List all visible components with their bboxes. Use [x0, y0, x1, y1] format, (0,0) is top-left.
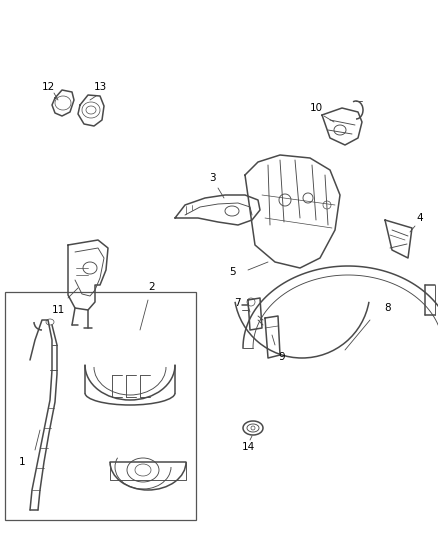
Text: 7: 7 — [234, 298, 240, 308]
Text: 3: 3 — [208, 173, 215, 183]
Text: 10: 10 — [309, 103, 322, 113]
Text: 12: 12 — [41, 82, 55, 92]
Text: 1: 1 — [19, 457, 25, 467]
Text: 14: 14 — [241, 442, 254, 452]
Text: 9: 9 — [279, 352, 285, 362]
Text: 4: 4 — [417, 213, 423, 223]
Text: 2: 2 — [148, 282, 155, 292]
Text: 5: 5 — [229, 267, 235, 277]
Text: 13: 13 — [93, 82, 106, 92]
Bar — [5, 292, 196, 520]
Text: 11: 11 — [51, 305, 65, 315]
Text: 8: 8 — [385, 303, 391, 313]
